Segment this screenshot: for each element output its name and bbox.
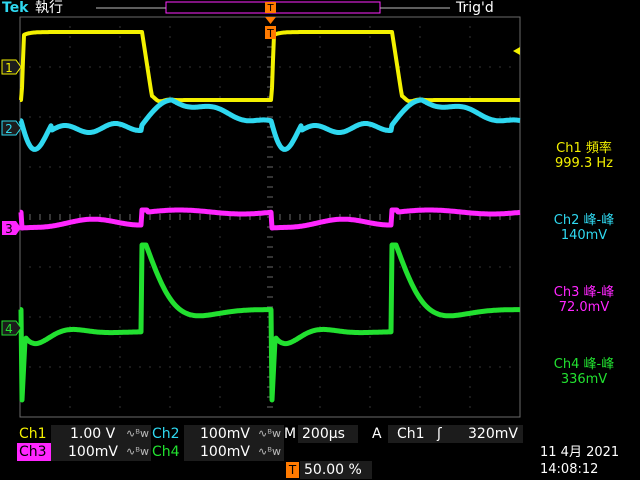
ch3-waveform <box>18 207 522 231</box>
ch2-coupling-icon: ∿ᴮw <box>258 427 281 440</box>
svg-text:1: 1 <box>5 61 13 75</box>
ch4-scale[interactable]: 100mV <box>200 444 250 460</box>
measurement-value: 72.0mV <box>558 300 610 315</box>
svg-text:T: T <box>266 3 274 14</box>
svg-text:4: 4 <box>5 322 13 336</box>
date-display: 11 4月 2021 <box>540 445 620 460</box>
measurement-ch4-pkpk[interactable]: Ch4 峰-峰 336mV <box>530 357 638 387</box>
trigger-source[interactable]: Ch1 <box>397 426 425 442</box>
time-display: 14:08:12 <box>540 462 599 477</box>
trigger-position-marker[interactable]: T <box>265 2 276 14</box>
brand-logo: Tek <box>2 0 29 16</box>
ch3-coupling-icon: ∿ᴮw <box>126 445 149 458</box>
waveform-area <box>18 30 522 403</box>
timebase[interactable]: 200µs <box>302 426 345 442</box>
timebase-label: M <box>284 426 297 442</box>
trigger-level[interactable]: 320mV <box>468 426 518 442</box>
ch2-marker[interactable]: 2 <box>1 120 22 136</box>
measurement-name: Ch4 峰-峰 <box>553 357 615 372</box>
measurement-ch1-freq[interactable]: Ch1 頻率 999.3 Hz <box>530 141 638 171</box>
ch4-marker[interactable]: 4 <box>1 320 22 336</box>
ch3-scale[interactable]: 100mV <box>68 444 118 460</box>
ch1-coupling-icon: ∿ᴮw <box>126 427 149 440</box>
ch3-label[interactable]: Ch3 <box>19 444 47 460</box>
measurement-value: 140mV <box>560 228 608 243</box>
trigger-mode: A <box>372 426 382 442</box>
measurement-name: Ch3 峰-峰 <box>553 285 615 300</box>
ch2-label[interactable]: Ch2 <box>152 426 180 442</box>
trigger-status: Trig'd <box>456 0 494 16</box>
ch1-waveform <box>19 30 521 104</box>
measurement-ch2-pkpk[interactable]: Ch2 峰-峰 140mV <box>530 213 638 243</box>
trigger-point-marker[interactable]: T <box>265 17 276 40</box>
ch2-scale[interactable]: 100mV <box>200 426 250 442</box>
run-state: 執行 <box>35 0 63 16</box>
ch1-scale[interactable]: 1.00 V <box>70 426 116 442</box>
trigger-slope-icon: ʃ <box>437 426 442 442</box>
trigger-level-marker[interactable] <box>513 47 520 55</box>
ch1-marker[interactable]: 1 <box>1 59 22 75</box>
ch4-waveform <box>18 242 522 403</box>
measurement-name: Ch1 頻率 <box>556 141 612 156</box>
ch2-waveform <box>18 97 522 152</box>
svg-text:3: 3 <box>5 222 13 236</box>
measurement-ch3-pkpk[interactable]: Ch3 峰-峰 72.0mV <box>530 285 638 315</box>
ch3-marker[interactable]: 3 <box>2 221 21 236</box>
ch4-label[interactable]: Ch4 <box>152 444 180 460</box>
measurement-value: 336mV <box>560 372 608 387</box>
ch1-label[interactable]: Ch1 <box>19 426 47 442</box>
svg-text:2: 2 <box>5 122 13 136</box>
ch4-coupling-icon: ∿ᴮw <box>258 445 281 458</box>
trigger-pos-icon: T <box>286 462 299 478</box>
measurement-name: Ch2 峰-峰 <box>553 213 615 228</box>
svg-text:T: T <box>266 27 274 40</box>
trigger-position[interactable]: 50.00 % <box>304 462 362 478</box>
measurement-value: 999.3 Hz <box>555 156 613 171</box>
